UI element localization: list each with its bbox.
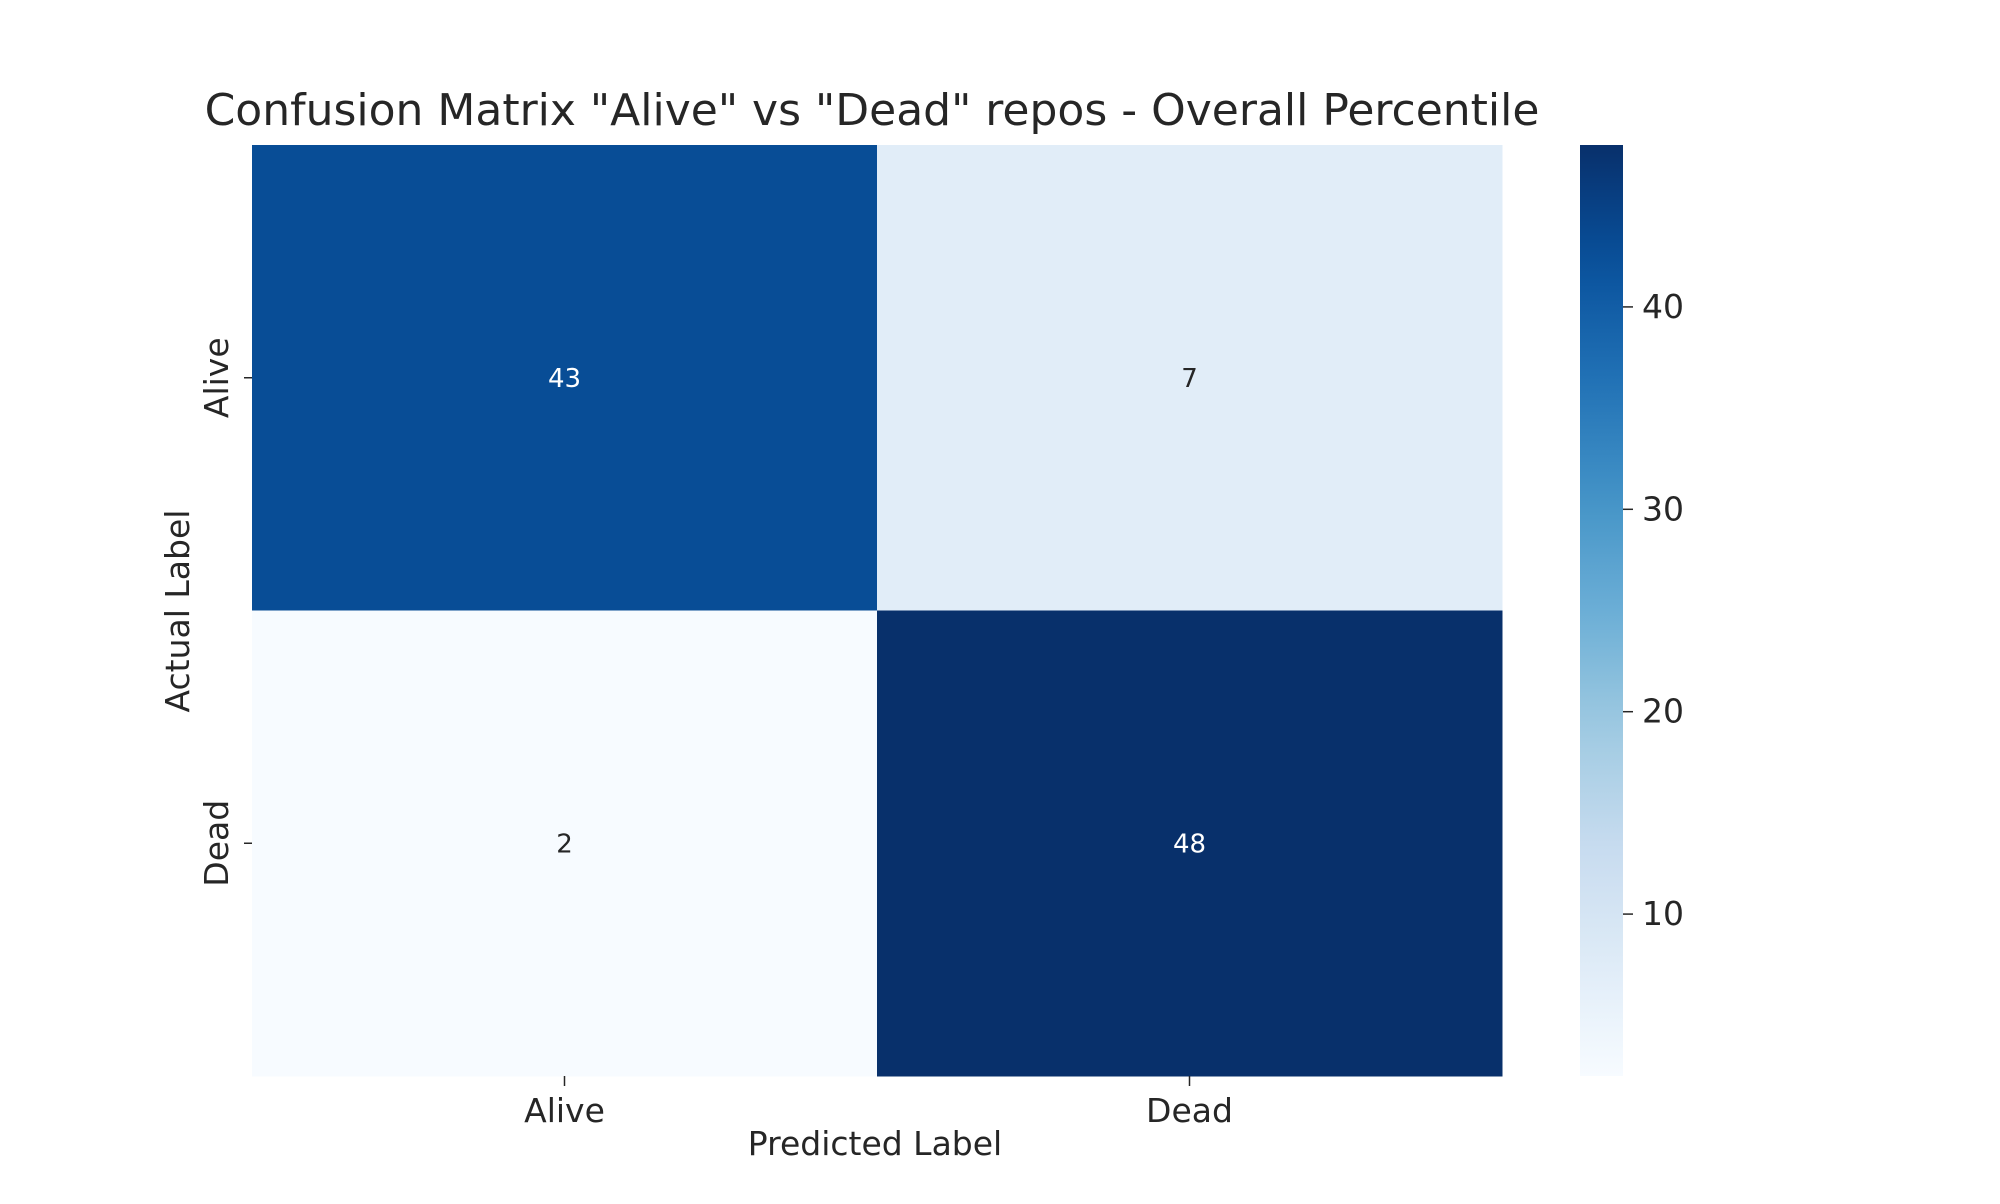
- colorbar: [1580, 145, 1623, 1076]
- y-axis-ticks: Alive Dead: [197, 337, 252, 887]
- y-axis-label: Actual Label: [158, 510, 197, 713]
- cell-value-label: 43: [548, 364, 581, 394]
- colorbar-tick-label: 20: [1642, 692, 1684, 731]
- y-tick-label: Dead: [197, 800, 236, 887]
- chart-title: Confusion Matrix "Alive" vs "Dead" repos…: [205, 85, 1540, 136]
- cell-value-label: 48: [1173, 829, 1206, 859]
- heatmap-cells: [252, 145, 1503, 1077]
- x-axis-ticks: Alive Dead: [524, 1076, 1233, 1130]
- heatmap-cell: [252, 610, 878, 1077]
- x-tick-label: Alive: [524, 1091, 605, 1130]
- x-axis-label: Predicted Label: [748, 1124, 1002, 1163]
- cell-value-labels: 43 7 2 48: [548, 364, 1206, 860]
- x-tick-label: Dead: [1146, 1091, 1233, 1130]
- cell-value-label: 2: [556, 829, 573, 859]
- colorbar-tick-label: 40: [1642, 287, 1684, 326]
- colorbar-tick-label: 10: [1642, 894, 1684, 933]
- colorbar-tick-label: 30: [1642, 489, 1684, 528]
- heatmap-cell: [252, 145, 878, 611]
- colorbar-ticks: 10 20 30 40: [1623, 287, 1684, 933]
- y-tick-label: Alive: [197, 337, 236, 418]
- heatmap-cell: [877, 610, 1503, 1077]
- heatmap-cell: [877, 145, 1503, 611]
- cell-value-label: 7: [1181, 364, 1198, 394]
